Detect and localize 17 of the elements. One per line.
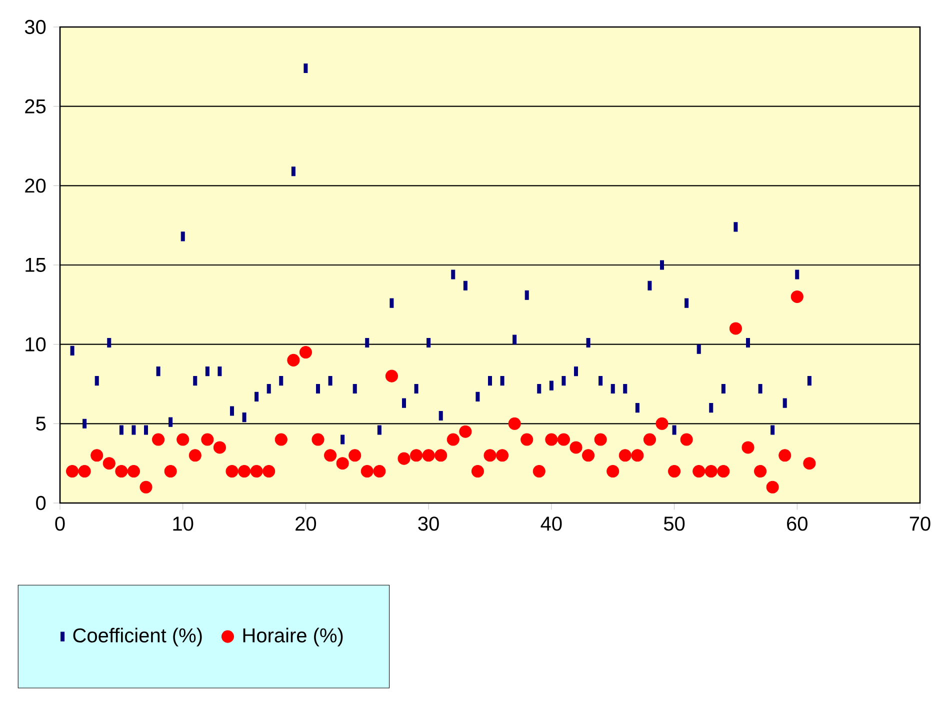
- legend-label: Horaire (%): [243, 628, 343, 646]
- x-tick-label: 30: [418, 516, 439, 531]
- y-tick-label: 0: [36, 496, 46, 510]
- y-tick-label: 5: [36, 416, 46, 431]
- x-tick-label: 20: [296, 516, 316, 531]
- x-tick-label: 70: [910, 516, 930, 531]
- y-tick-label: 10: [26, 337, 46, 352]
- x-tick-label: 50: [664, 516, 685, 531]
- legend-label: Coefficient (%): [73, 628, 202, 646]
- x-tick-label: 40: [540, 516, 562, 531]
- y-tick-label: 20: [25, 178, 46, 193]
- y-tick-label: 15: [26, 258, 46, 272]
- y-tick-label: 30: [24, 20, 46, 34]
- y-tick-label: 25: [25, 99, 46, 114]
- x-tick-label: 0: [55, 516, 65, 531]
- x-tick-label: 10: [173, 516, 194, 531]
- x-tick-label: 60: [787, 516, 808, 531]
